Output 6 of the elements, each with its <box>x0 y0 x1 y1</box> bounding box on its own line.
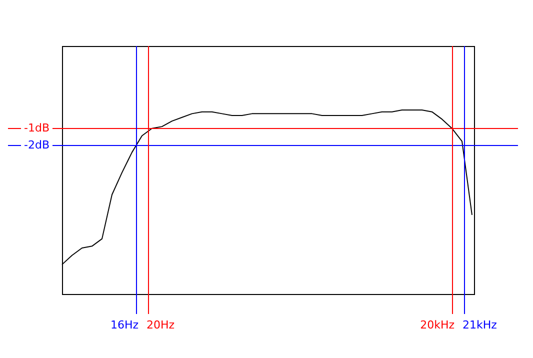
text: 21kHz <box>462 318 498 332</box>
text: 20kHz <box>420 318 455 332</box>
ref-line-label: -2dB <box>24 138 50 152</box>
ref-line-label: -1dB <box>24 121 50 134</box>
text: 20Hz <box>146 318 175 332</box>
text: 16Hz <box>110 318 139 332</box>
